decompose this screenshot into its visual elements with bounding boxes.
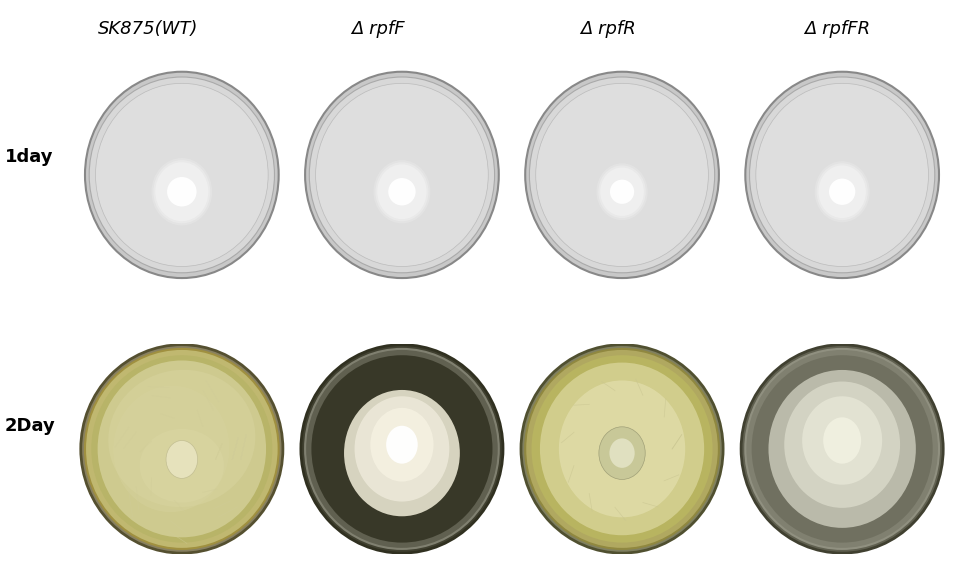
Ellipse shape	[751, 355, 933, 543]
Ellipse shape	[89, 77, 275, 273]
Ellipse shape	[96, 83, 268, 266]
Ellipse shape	[598, 166, 646, 218]
Ellipse shape	[596, 163, 648, 220]
Ellipse shape	[377, 164, 427, 219]
Text: 1day: 1day	[5, 149, 54, 166]
Ellipse shape	[521, 345, 723, 553]
Ellipse shape	[300, 345, 503, 553]
Ellipse shape	[373, 160, 431, 223]
Ellipse shape	[600, 167, 644, 216]
Ellipse shape	[746, 349, 939, 549]
Ellipse shape	[525, 349, 719, 549]
Ellipse shape	[531, 355, 713, 543]
Ellipse shape	[559, 381, 685, 517]
Ellipse shape	[741, 345, 944, 553]
Ellipse shape	[305, 72, 499, 278]
Ellipse shape	[311, 355, 493, 543]
Ellipse shape	[749, 77, 935, 273]
Ellipse shape	[140, 429, 224, 503]
Ellipse shape	[345, 390, 460, 517]
Ellipse shape	[525, 72, 719, 278]
Ellipse shape	[599, 427, 645, 479]
Text: SK875(WT): SK875(WT)	[99, 20, 198, 38]
Ellipse shape	[98, 360, 266, 538]
Ellipse shape	[816, 163, 868, 220]
Ellipse shape	[167, 441, 198, 479]
Ellipse shape	[316, 83, 488, 266]
Ellipse shape	[785, 381, 901, 508]
Ellipse shape	[823, 417, 861, 463]
Ellipse shape	[167, 177, 196, 206]
Ellipse shape	[305, 349, 499, 549]
Ellipse shape	[370, 408, 434, 482]
Text: 2Day: 2Day	[5, 417, 56, 434]
Ellipse shape	[768, 370, 916, 528]
Ellipse shape	[387, 426, 418, 463]
Ellipse shape	[113, 386, 230, 512]
Ellipse shape	[829, 178, 856, 205]
Ellipse shape	[155, 162, 209, 221]
Ellipse shape	[529, 77, 715, 273]
Ellipse shape	[153, 160, 211, 223]
Ellipse shape	[108, 370, 256, 507]
Ellipse shape	[818, 166, 866, 218]
Text: Δ rpfF: Δ rpfF	[351, 20, 405, 38]
Ellipse shape	[389, 178, 415, 205]
Ellipse shape	[85, 349, 278, 549]
Text: Δ rpfR: Δ rpfR	[580, 20, 635, 38]
Ellipse shape	[355, 396, 450, 501]
Ellipse shape	[540, 363, 704, 535]
Ellipse shape	[814, 161, 870, 222]
Ellipse shape	[91, 355, 273, 543]
Ellipse shape	[536, 83, 708, 266]
Ellipse shape	[80, 345, 283, 553]
Ellipse shape	[746, 72, 939, 278]
Ellipse shape	[85, 72, 278, 278]
Ellipse shape	[756, 83, 928, 266]
Ellipse shape	[610, 438, 634, 468]
Ellipse shape	[151, 158, 212, 226]
Ellipse shape	[802, 396, 882, 484]
Text: Δ rpfFR: Δ rpfFR	[804, 20, 871, 38]
Ellipse shape	[309, 77, 495, 273]
Ellipse shape	[610, 180, 634, 204]
Ellipse shape	[375, 162, 429, 221]
